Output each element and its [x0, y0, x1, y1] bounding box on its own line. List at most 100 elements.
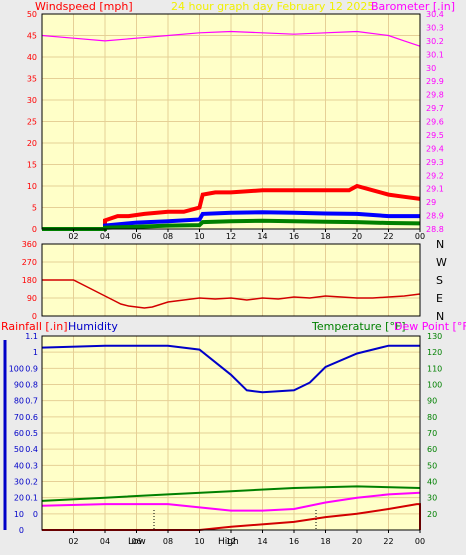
x-tick-label: 14: [257, 232, 267, 241]
x-tick-label: 06: [131, 232, 141, 241]
y-tick-label: 0: [32, 225, 37, 234]
y-tick-label: 29.2: [426, 171, 444, 180]
y-tick-label: 10: [14, 510, 24, 519]
y-tick-label: 29.7: [426, 104, 444, 113]
y-tick-label: 30.1: [426, 50, 444, 59]
x-tick-label: 02: [68, 537, 78, 546]
y-tick-label: 50: [14, 445, 24, 454]
y-tick-label: 130: [427, 332, 442, 341]
x-tick-label: 04: [100, 232, 110, 241]
x-tick-label: 08: [163, 537, 173, 546]
humidity-axis: 0 10 20 30 40 50 60 70 80 90 100: [9, 364, 24, 535]
y-tick-label: 0: [33, 510, 38, 519]
direction-left-axis: 0 90 180 270 360: [22, 240, 37, 321]
x-tick-label: 14: [257, 537, 267, 546]
y-tick-label: 30.3: [426, 23, 444, 32]
temp-line-1: [41, 485, 421, 502]
x-tick-label: 04: [100, 537, 110, 546]
y-tick-label: 5: [32, 204, 37, 213]
y-tick-label: 100: [427, 381, 442, 390]
x-tick-label: 18: [320, 537, 330, 546]
wind-line-2: [42, 218, 421, 231]
y-tick-label: 1: [33, 348, 38, 357]
temp-line-3: [42, 503, 421, 531]
y-tick-label: 29: [426, 198, 436, 207]
y-tick-label: 360: [22, 240, 37, 249]
y-tick-label: 80: [427, 413, 437, 422]
y-tick-label: 0.9: [25, 364, 38, 373]
temp-line-2: [41, 491, 421, 512]
y-tick-label: 0: [32, 312, 37, 321]
y-tick-label: 50: [427, 461, 437, 470]
y-tick-label: 40: [27, 53, 37, 62]
y-tick-label: 0.4: [25, 445, 38, 454]
y-tick-label: 29.5: [426, 131, 444, 140]
y-tick-label: 0.6: [25, 413, 38, 422]
y-tick-label: 20: [27, 139, 37, 148]
y-tick-label: 29.9: [426, 77, 444, 86]
direction-series: [42, 279, 421, 309]
barometer-header: Barometer [.in]: [371, 0, 455, 13]
wind-left-axis: 0 5 10 15 20 25 30 35 40 45 50: [27, 10, 37, 234]
y-tick-label: 70: [14, 413, 24, 422]
wind-line-1: [42, 210, 420, 231]
y-tick-label: 30: [14, 478, 24, 487]
direction-plot-frame: [41, 243, 421, 317]
x-tick-label: 10: [194, 537, 204, 546]
x-tick-label: 00: [415, 537, 425, 546]
x-tick-label: 00: [415, 232, 425, 241]
y-tick-label: 20: [14, 494, 24, 503]
y-tick-label: 30: [27, 96, 37, 105]
direction-grid: [42, 244, 420, 316]
y-tick-label: 30.4: [426, 10, 444, 19]
x-tick-label: 10: [194, 232, 204, 241]
windspeed-header: Windspeed [mph]: [35, 0, 133, 13]
y-tick-label: 30: [427, 494, 437, 503]
y-tick-label: 29.1: [426, 185, 444, 194]
y-tick-label: 40: [14, 461, 24, 470]
y-tick-label: 70: [427, 429, 437, 438]
compass-label: E: [436, 292, 443, 305]
x-tick-label: 12: [226, 232, 236, 241]
compass-label: N: [436, 238, 444, 251]
x-tick-label: 22: [383, 232, 393, 241]
x-tick-label: 12: [226, 537, 236, 546]
y-tick-label: 60: [427, 445, 437, 454]
rainfall-header: Rainfall [.in]: [1, 320, 68, 333]
low-high-markers: Low High: [128, 510, 317, 547]
rainfall-axis: 0 0.1 0.2 0.3 0.4 0.5 0.6 0.7 0.8 0.9 1 1.1: [25, 332, 38, 519]
compass-label: W: [436, 256, 447, 269]
y-tick-label: 180: [22, 276, 37, 285]
y-tick-label: 0.7: [25, 397, 38, 406]
y-tick-label: 28.9: [426, 212, 444, 221]
high-marker-label: High: [218, 537, 239, 547]
x-tick-label: 20: [352, 537, 362, 546]
x-tick-label: 22: [383, 537, 393, 546]
y-tick-label: 28.8: [426, 225, 444, 234]
y-tick-label: 40: [427, 478, 437, 487]
compass-label: S: [436, 274, 443, 287]
y-tick-label: 0.5: [25, 429, 38, 438]
y-tick-label: 100: [9, 364, 24, 373]
wind-line-0: [42, 183, 421, 231]
y-tick-label: 90: [27, 294, 37, 303]
x-tick-label: 16: [289, 537, 299, 546]
y-tick-label: 0.1: [25, 494, 38, 503]
y-tick-label: 15: [27, 161, 37, 170]
x-tick-label: 18: [320, 232, 330, 241]
direction-line: [42, 279, 421, 309]
y-tick-label: 29.8: [426, 91, 444, 100]
graph-title: 24 hour graph day February 12 2025: [171, 0, 374, 13]
wind-series: [41, 30, 421, 231]
temp-series: [41, 344, 421, 531]
barometer-axis: 28.8 28.9 29 29.1 29.2 29.3 29.4 29.5 29.6 29.7 29…: [426, 10, 444, 234]
wind-x-axis: 02 04 06 08 10 12 14 16 18 20 22 00: [68, 229, 425, 241]
y-tick-label: 110: [427, 364, 442, 373]
y-tick-label: 45: [27, 32, 37, 41]
y-tick-label: 10: [27, 182, 37, 191]
y-tick-label: 20: [427, 510, 437, 519]
y-tick-label: 30: [426, 64, 436, 73]
dewpoint-header: Dew Point [°F]: [394, 320, 466, 333]
